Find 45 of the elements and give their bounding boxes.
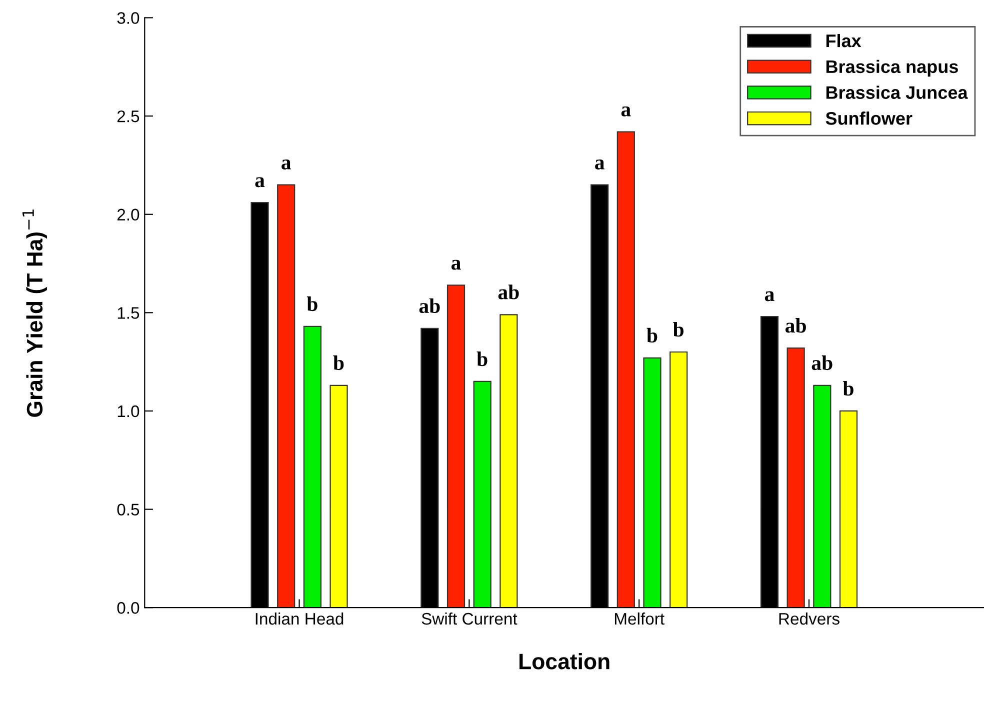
x-tick-label: Indian Head bbox=[256, 612, 344, 625]
y-tick-label: 1.0 bbox=[118, 405, 140, 418]
annotation: a bbox=[451, 260, 461, 270]
bar bbox=[303, 326, 322, 608]
bar bbox=[786, 348, 805, 608]
y-tick-label: 2.0 bbox=[117, 208, 140, 221]
y-tick-label: 1.5 bbox=[118, 307, 140, 319]
annotation: ab bbox=[785, 318, 806, 333]
bar bbox=[643, 357, 662, 608]
bar bbox=[330, 384, 348, 608]
annotation: b bbox=[333, 355, 344, 370]
annotation: b bbox=[306, 296, 318, 312]
bar bbox=[670, 351, 688, 608]
y-tick-label: 0.0 bbox=[117, 602, 140, 614]
annotation: a bbox=[621, 106, 631, 116]
bar bbox=[616, 131, 635, 608]
x-tick-label: Redvers bbox=[779, 612, 840, 625]
bar bbox=[839, 410, 858, 608]
x-tick-label: Swift Current bbox=[422, 612, 518, 625]
annotation: a bbox=[282, 160, 291, 170]
x-axis-title: Location bbox=[520, 653, 610, 670]
annotation: b bbox=[476, 351, 488, 366]
bar bbox=[500, 314, 518, 608]
y-tick-label: 3.0 bbox=[117, 12, 140, 24]
annotation: ab bbox=[419, 298, 440, 314]
bar bbox=[473, 380, 492, 608]
legend-label: Brassica Juncea bbox=[826, 86, 968, 99]
x-tick-label: Melfort bbox=[614, 612, 664, 625]
annotation: a bbox=[595, 160, 604, 170]
bar bbox=[277, 184, 296, 608]
y-axis-title: Grain Yield (T Ha)$^{−1}$ bbox=[22, 210, 47, 417]
annotation: b bbox=[646, 328, 658, 343]
legend-label: Brassica napus bbox=[826, 60, 958, 77]
y-tick-label: 2.5 bbox=[117, 110, 140, 122]
bar bbox=[813, 384, 832, 608]
annotation: b bbox=[673, 322, 684, 337]
annotation: b bbox=[842, 380, 854, 396]
legend-label: Sunflower bbox=[826, 112, 912, 125]
annotation: ab bbox=[812, 355, 832, 370]
annotation: a bbox=[764, 291, 774, 302]
legend-label: Flax bbox=[826, 34, 862, 48]
bar bbox=[446, 284, 466, 608]
y-tick-label: 0.5 bbox=[117, 504, 140, 516]
annotation: ab bbox=[498, 284, 519, 300]
annotation: a bbox=[255, 177, 265, 188]
